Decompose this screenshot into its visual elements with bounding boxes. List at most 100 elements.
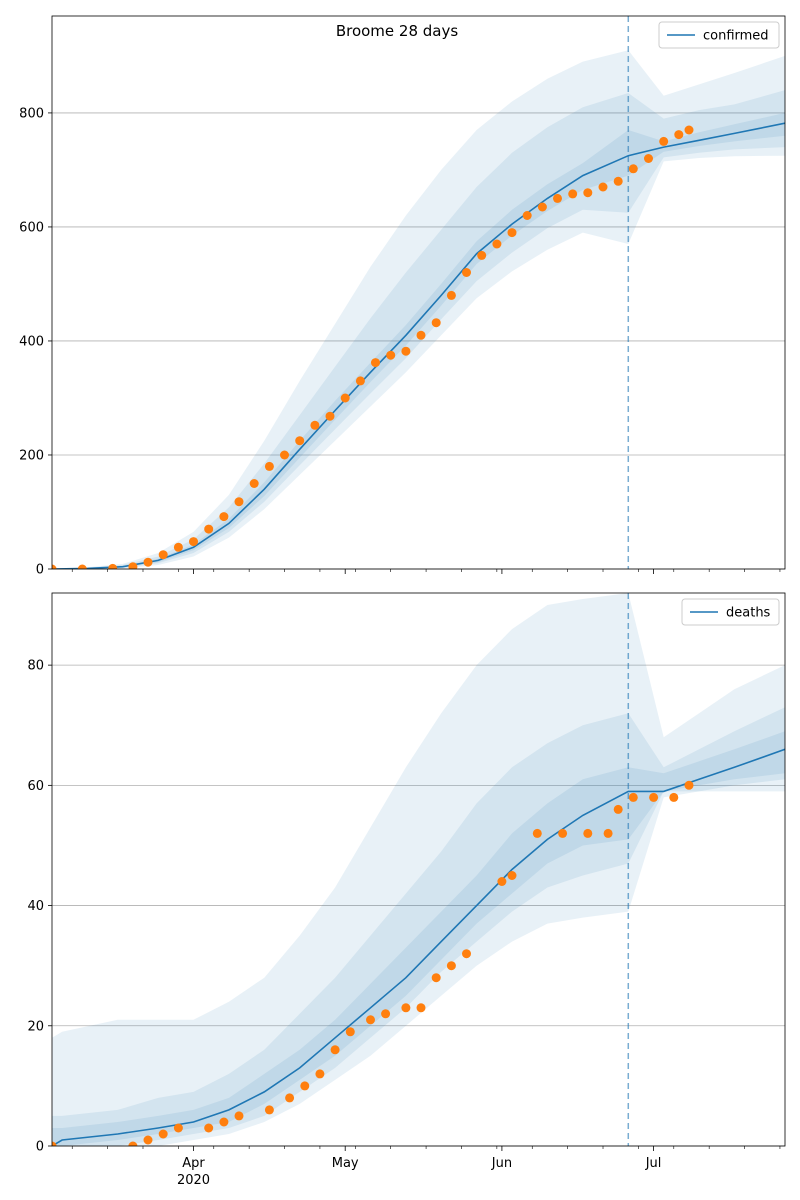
data-point [568, 189, 578, 199]
data-point [583, 828, 593, 838]
data-point [416, 330, 426, 340]
legend-box [658, 21, 780, 49]
data-point [158, 550, 168, 560]
data-point [143, 557, 153, 567]
y-tick-label: 200 [19, 448, 44, 463]
data-point [613, 176, 623, 186]
data-point [644, 154, 653, 163]
data-point [522, 211, 532, 220]
data-point [497, 877, 507, 886]
data-point [613, 804, 623, 814]
y-tick-label: 20 [27, 1019, 44, 1034]
data-point [234, 1111, 244, 1121]
x-tick-label: May [332, 1156, 359, 1171]
data-point [401, 1003, 411, 1013]
data-point [204, 1123, 214, 1133]
data-point [659, 136, 669, 146]
x-tick-label: Apr [182, 1156, 205, 1171]
data-point [507, 228, 517, 238]
data-point [52, 564, 57, 569]
data-point [219, 1117, 229, 1127]
data-point [300, 1081, 310, 1091]
y-tick-label: 800 [19, 106, 44, 121]
data-point [143, 1135, 153, 1145]
data-point [477, 250, 487, 260]
data-point [264, 461, 274, 471]
data-point [583, 188, 593, 198]
data-point [264, 1105, 274, 1115]
data-point [325, 411, 335, 421]
data-point [416, 1003, 426, 1013]
data-point [280, 450, 289, 460]
y-tick-label: 60 [27, 779, 44, 794]
data-point [431, 973, 441, 983]
uncertainty-band [52, 90, 785, 569]
data-point [310, 420, 320, 430]
data-point [598, 182, 608, 192]
data-point [492, 239, 502, 249]
data-point [669, 792, 679, 802]
data-point [381, 1009, 391, 1019]
median-line [52, 122, 785, 569]
data-point [684, 780, 694, 790]
x-tick-label: Jun [491, 1156, 512, 1171]
y-tick-label: 40 [27, 899, 44, 914]
data-point [128, 562, 138, 569]
data-point [249, 479, 259, 488]
legend-label: deaths [726, 606, 771, 621]
data-point [558, 828, 568, 838]
uncertainty-band [52, 50, 785, 569]
y-tick-label: 0 [36, 563, 44, 578]
data-point [77, 564, 87, 569]
x-tick-label: Jul [645, 1156, 662, 1171]
axes-frame [51, 15, 786, 570]
data-point [189, 537, 198, 547]
x-tick-sublabel: 2020 [177, 1173, 210, 1188]
confirmed-panel: 0 200 400 600 800 confirmed [19, 15, 786, 578]
data-point [340, 393, 350, 403]
data-point [674, 130, 684, 140]
legend-label: confirmed [703, 29, 769, 44]
data-point [52, 1141, 57, 1146]
data-point [628, 164, 638, 174]
data-point [431, 318, 441, 328]
y-tick-label: 80 [27, 659, 44, 674]
data-point [234, 497, 244, 507]
data-point [537, 202, 547, 212]
data-point [345, 1027, 355, 1037]
data-point [462, 268, 471, 277]
y-tick-label: 0 [36, 1140, 44, 1155]
median-line [52, 748, 785, 1146]
data-point [386, 350, 396, 360]
data-point [204, 524, 214, 534]
data-point [628, 792, 638, 802]
data-point [158, 1129, 168, 1139]
axes-frame [51, 592, 786, 1147]
data-point [649, 792, 659, 802]
data-point [371, 358, 380, 368]
y-tick-label: 600 [19, 220, 44, 235]
data-point [446, 290, 456, 300]
uncertainty-band [52, 707, 785, 1146]
data-point [446, 961, 456, 971]
legend-box [681, 598, 780, 626]
uncertainty-band [52, 593, 785, 1146]
data-point [285, 1093, 295, 1103]
data-point [553, 193, 562, 203]
data-point [108, 563, 118, 569]
data-point [219, 512, 229, 522]
data-point [684, 125, 694, 135]
data-point [330, 1045, 340, 1055]
data-point [532, 828, 542, 838]
data-point [295, 436, 305, 446]
uncertainty-band [52, 731, 785, 1146]
data-point [173, 542, 183, 552]
data-point [315, 1069, 325, 1079]
data-point [507, 871, 517, 880]
data-point [603, 828, 613, 838]
figure-title: Broome 28 days [336, 22, 459, 40]
data-point [401, 346, 411, 356]
deaths-panel: 0 20 40 60 80 Apr 2020 May Jun Jul deaths [27, 592, 786, 1188]
data-point [173, 1123, 183, 1133]
